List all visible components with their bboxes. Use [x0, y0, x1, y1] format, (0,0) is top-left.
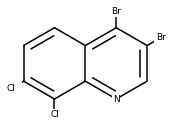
Text: Br: Br	[156, 33, 166, 42]
Text: Cl: Cl	[50, 110, 59, 119]
Text: N: N	[113, 95, 120, 103]
Text: Cl: Cl	[6, 84, 15, 93]
Text: Br: Br	[111, 7, 121, 16]
